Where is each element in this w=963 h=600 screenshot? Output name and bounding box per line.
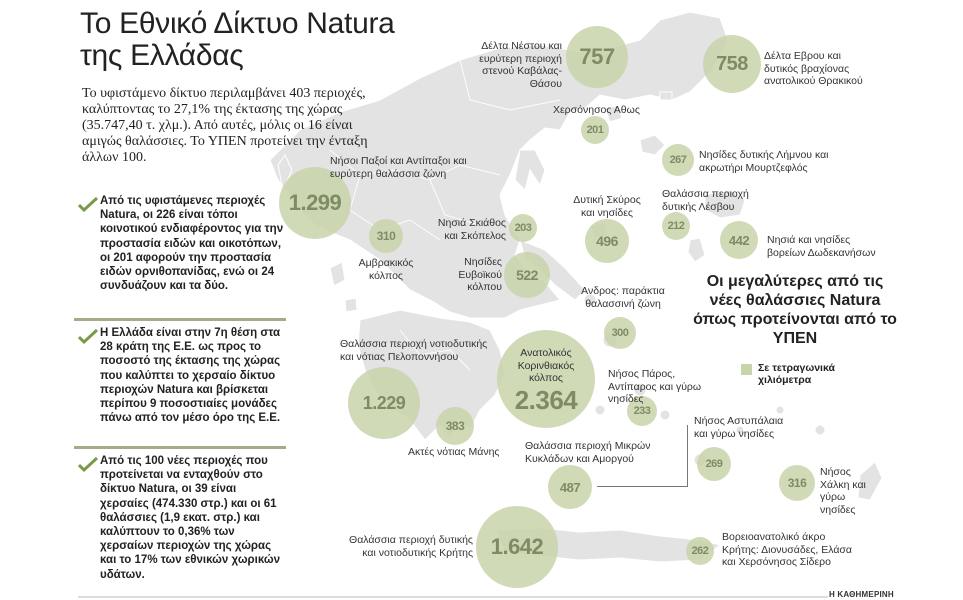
bubble-262: 262	[686, 537, 714, 565]
bubble-value: 316	[787, 476, 807, 490]
bubble-758: 758	[703, 35, 761, 93]
bubble-310: 310	[369, 219, 403, 253]
page-title: Το Εθνικό Δίκτυο Natura της Ελλάδας	[80, 8, 395, 72]
bubble-value: 201	[586, 124, 604, 136]
label-andros: Ανδρος: παράκτια θαλασσινή ζώνη	[581, 285, 665, 310]
connector-line	[597, 486, 687, 487]
check-icon	[78, 456, 98, 472]
label-athos: Χερσόνησος Αθως	[553, 104, 640, 116]
label-skiathos: Νησιά Σκιάθος και Σκόπελος	[437, 217, 506, 242]
bubble-value: 522	[516, 267, 538, 283]
bubble-value: 757	[579, 44, 615, 69]
bubble-201: 201	[581, 116, 609, 144]
bubble-value: 383	[445, 419, 465, 433]
connector-line	[687, 425, 688, 487]
bubble-value: 2.364	[514, 384, 578, 415]
bubble-300: 300	[604, 317, 636, 349]
title-line-2: της Ελλάδας	[80, 39, 244, 72]
bubble-1299: 1.299	[279, 167, 351, 239]
bubble-212: 212	[662, 212, 690, 240]
check-icon	[78, 328, 98, 344]
bubble-1229: 1.229	[348, 367, 420, 439]
label-paxoi: Νήσοι Παξοί και Αντίπαξοι και ευρύτερη θ…	[330, 155, 467, 180]
bubble-522: 522	[504, 252, 550, 298]
footer-divider	[78, 596, 828, 598]
bubble-496: 496	[585, 219, 629, 263]
bubble-value: 310	[376, 229, 396, 243]
divider	[74, 318, 286, 321]
check-icon	[78, 196, 98, 212]
label-amvrakikos: Αμβρακικός κόλπος	[358, 257, 414, 282]
label-limnos: Νησίδες δυτικής Λήμνου και ακρωτήρι Μουρ…	[699, 149, 829, 174]
fact-text: Η Ελλάδα είναι στην 7η θέση στα 28 κράτη…	[100, 327, 281, 425]
bubble-value: 1.229	[362, 392, 406, 413]
bubble-233: 233	[627, 396, 657, 426]
bubble-203: 203	[509, 214, 537, 242]
label-lesvos: Θαλάσσια περιοχή δυτικής Λέσβου	[662, 188, 749, 213]
bubble-value: 267	[669, 154, 687, 166]
bubble-2364: Ανατολικός Κορινθιακός κόλπος 2.364	[497, 330, 595, 428]
bubble-383: 383	[436, 407, 474, 445]
bubble-442: 442	[720, 221, 758, 259]
divider	[74, 446, 286, 449]
intro-text: Το υφιστάμενο δίκτυο περιλαμβάνει 403 πε…	[82, 86, 368, 165]
legend-title: Οι μεγαλύτερες από τις νέες θαλάσσιες Na…	[693, 273, 897, 347]
fact-box-1: Από τις υφιστάμενες περιοχές Natura, οι …	[70, 194, 286, 293]
label-nestos: Δέλτα Νέστου και ευρύτερη περιοχή στενού…	[479, 40, 562, 90]
fact-box-2: Η Ελλάδα είναι στην 7η θέση στα 28 κράτη…	[70, 326, 286, 425]
title-line-1: Το Εθνικό Δίκτυο Natura	[80, 7, 395, 40]
bubble-267: 267	[662, 144, 694, 176]
credit: Η ΚΑΘΗΜΕΡΙΝΗ	[829, 590, 894, 599]
label-evoikos: Νησίδες Ευβοϊκού κόλπου	[458, 256, 502, 293]
bubble-1642: 1.642	[476, 506, 558, 588]
label-chalki: Νήσος Χάλκη και γύρω νησίδες	[820, 466, 866, 516]
label-dodekanisa: Νησιά και νησίδες βορείων Δωδεκανήσων	[767, 234, 876, 259]
label-skyros: Δυτική Σκύρος και νησίδες	[573, 194, 641, 219]
bubble-value: 233	[633, 405, 651, 417]
label-sidero: Βορειοανατολικό άκρο Κρήτης: Διονυσάδες,…	[722, 531, 852, 568]
bubble-value: 1.642	[490, 534, 544, 559]
bubble-inner-label: Ανατολικός Κορινθιακός κόλπος	[517, 347, 575, 385]
bubble-269: 269	[697, 447, 731, 481]
bubble-value: 212	[667, 220, 685, 232]
bubble-value: 262	[691, 545, 709, 557]
label-kriti-dytiki: Θαλάσσια περιοχή δυτικής και νοτιοδυτική…	[349, 534, 473, 559]
label-peloponnisos: Θαλάσσια περιοχή νοτιοδυτικής και νότιας…	[340, 338, 488, 363]
fact-text: Από τις 100 νέες περιοχές που προτείνετα…	[100, 455, 280, 581]
legend-swatch	[741, 364, 752, 375]
label-paros: Νήσος Πάρος, Αντίπαρος και γύρω νησίδες	[608, 368, 702, 405]
label-mikres-kyklades: Θαλάσσια περιοχή Μικρών Κυκλάδων και Αμο…	[525, 440, 651, 465]
bubble-757: 757	[566, 26, 628, 88]
fact-text: Από τις υφιστάμενες περιοχές Natura, οι …	[100, 195, 284, 293]
bubble-value: 487	[559, 479, 581, 495]
bubble-value: 203	[514, 222, 532, 234]
legend-key: Σε τετραγωνικά χιλιόμετρα	[741, 362, 853, 386]
bubble-value: 496	[596, 233, 618, 249]
bubble-value: 300	[611, 327, 629, 339]
bubble-487: 487	[548, 465, 592, 509]
bubble-value: 442	[728, 232, 750, 248]
bubble-316: 316	[779, 465, 815, 501]
legend-unit: Σε τετραγωνικά χιλιόμετρα	[758, 362, 835, 386]
label-mani: Ακτές νότιας Μάνης	[408, 446, 500, 458]
bubble-value: 758	[716, 52, 748, 75]
label-evros: Δέλτα Εβρου και δυτικός βραχίονας ανατολ…	[764, 50, 863, 87]
fact-box-3: Από τις 100 νέες περιοχές που προτείνετα…	[70, 454, 286, 582]
bubble-value: 269	[705, 458, 723, 470]
bubble-value: 1.299	[288, 190, 342, 215]
label-astypalaia: Νήσος Αστυπάλαια και γύρω νησίδες	[694, 415, 784, 440]
